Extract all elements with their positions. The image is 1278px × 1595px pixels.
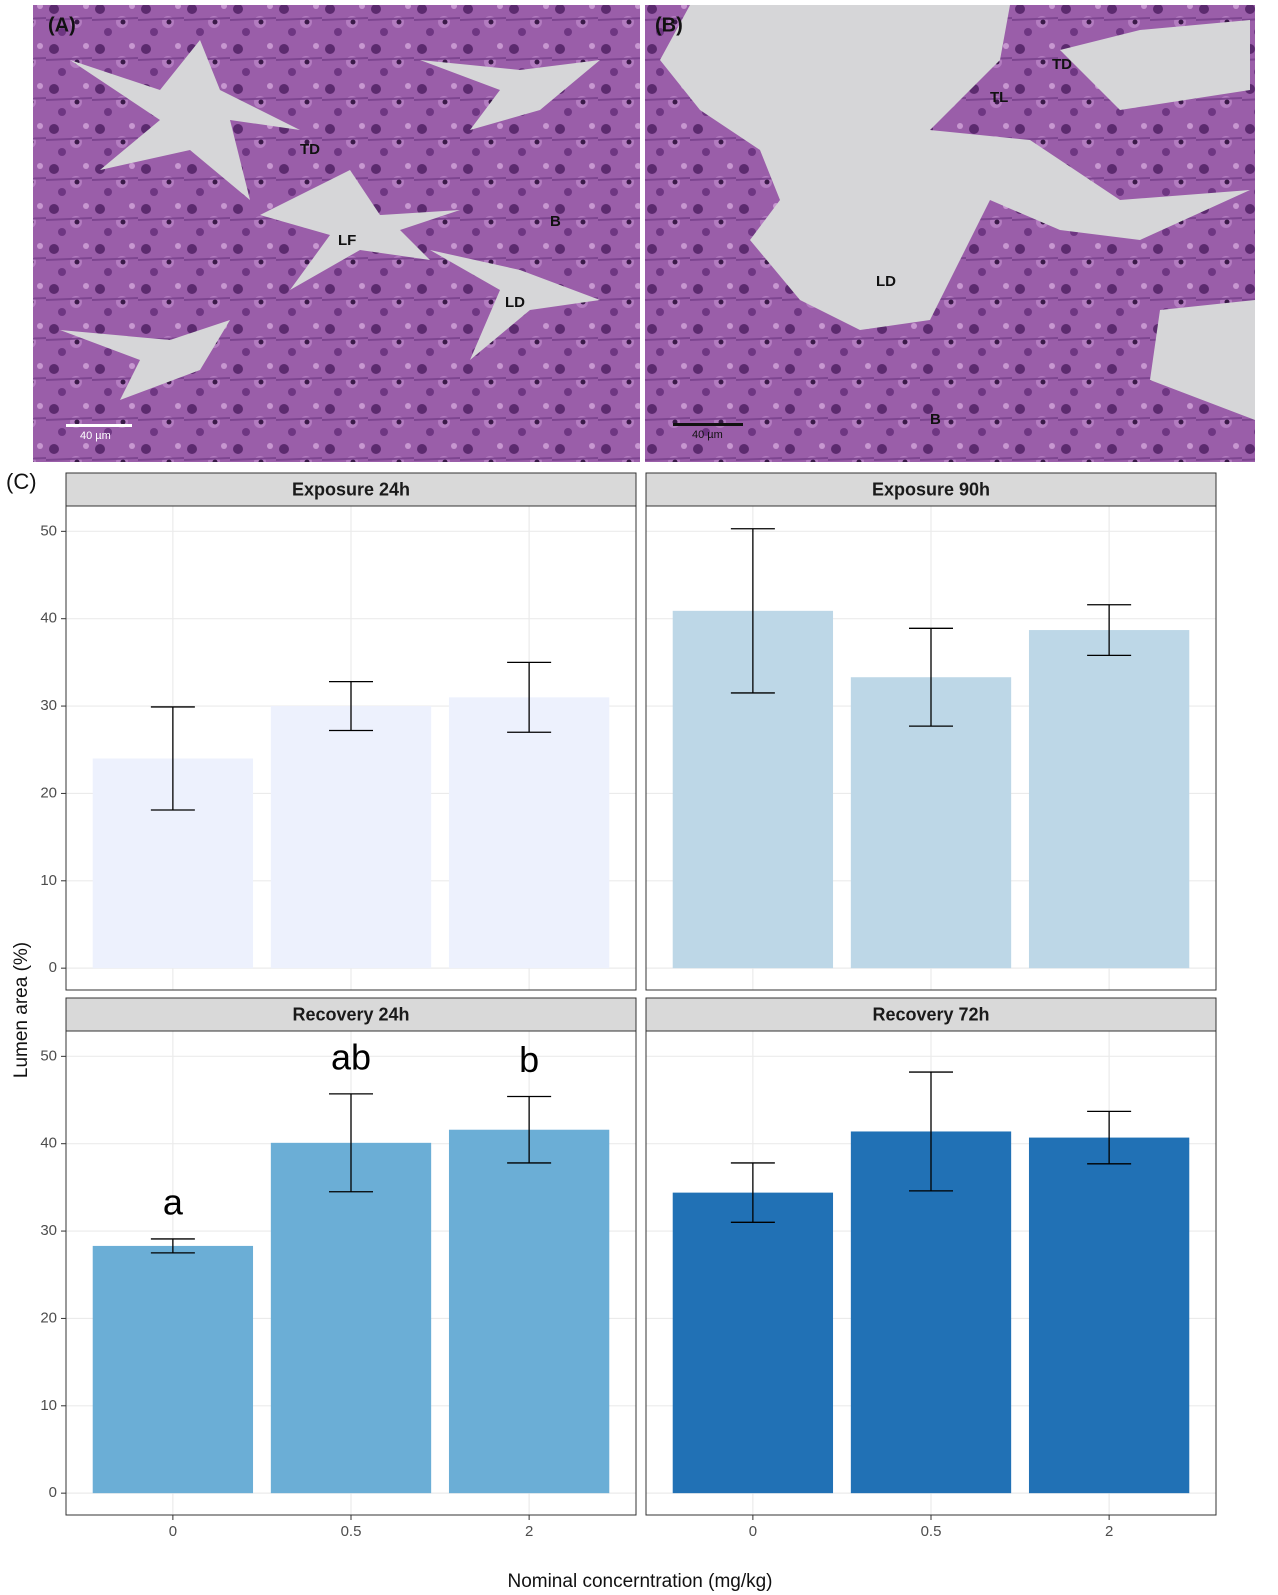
y-tick-label: 50 — [40, 522, 57, 539]
x-tick-label: 2 — [525, 1523, 533, 1540]
bar — [449, 1130, 609, 1493]
annotation: LD — [505, 294, 525, 311]
annotation: B — [930, 411, 941, 428]
bar — [271, 706, 431, 968]
significance-label: b — [519, 1039, 539, 1080]
y-axis-title: Lumen area (%) — [11, 942, 32, 1078]
y-tick-label: 40 — [40, 610, 57, 627]
annotation: B — [550, 213, 561, 230]
image-b: (B) TD TL LD B 40 µm — [645, 5, 1255, 462]
page: (A) TD LF B LD 40 µm (B) TD TL LD B 40 µ… — [0, 0, 1278, 1595]
panel-label: (C) — [6, 469, 37, 494]
scale-bar-label: 40 µm — [692, 429, 723, 441]
x-tick-label: 0.5 — [341, 1523, 362, 1540]
y-tick-label: 0 — [49, 1484, 57, 1501]
annotation: LF — [338, 232, 356, 249]
x-tick-label: 0 — [749, 1523, 757, 1540]
y-tick-label: 30 — [40, 1222, 57, 1239]
y-tick-label: 20 — [40, 784, 57, 801]
facet-title: Recovery 72h — [872, 1004, 989, 1024]
scale-bar — [673, 423, 743, 426]
y-tick-label: 10 — [40, 1397, 57, 1414]
bar — [93, 1246, 253, 1493]
scale-bar — [66, 424, 132, 427]
significance-label: ab — [331, 1036, 371, 1077]
y-tick-label: 50 — [40, 1047, 57, 1064]
y-tick-label: 20 — [40, 1309, 57, 1326]
scale-bar-label: 40 µm — [80, 430, 111, 442]
annotation: TD — [300, 141, 320, 158]
x-tick-label: 2 — [1105, 1523, 1113, 1540]
y-tick-label: 40 — [40, 1135, 57, 1152]
y-tick-label: 30 — [40, 697, 57, 714]
facet-title: Exposure 24h — [292, 479, 410, 499]
annotation: TD — [1052, 56, 1072, 73]
bar — [1029, 630, 1189, 968]
image-label: (A) — [48, 14, 76, 36]
x-axis-title: Nominal concerntration (mg/kg) — [507, 1571, 772, 1592]
bar — [673, 1193, 833, 1494]
image-label: (B) — [655, 14, 683, 36]
figure: (A) TD LF B LD 40 µm (B) TD TL LD B 40 µ… — [0, 0, 1278, 1595]
facet-title: Exposure 90h — [872, 479, 990, 499]
bar — [271, 1143, 431, 1493]
x-tick-label: 0 — [169, 1523, 177, 1540]
annotation: LD — [876, 273, 896, 290]
x-tick-label: 0.5 — [921, 1523, 942, 1540]
annotation: TL — [990, 89, 1008, 106]
significance-label: a — [163, 1181, 184, 1222]
facet-title: Recovery 24h — [292, 1004, 409, 1024]
bar — [449, 697, 609, 968]
bar — [1029, 1138, 1189, 1494]
image-a: (A) TD LF B LD 40 µm — [33, 5, 640, 462]
y-tick-label: 10 — [40, 872, 57, 889]
y-tick-label: 0 — [49, 959, 57, 976]
